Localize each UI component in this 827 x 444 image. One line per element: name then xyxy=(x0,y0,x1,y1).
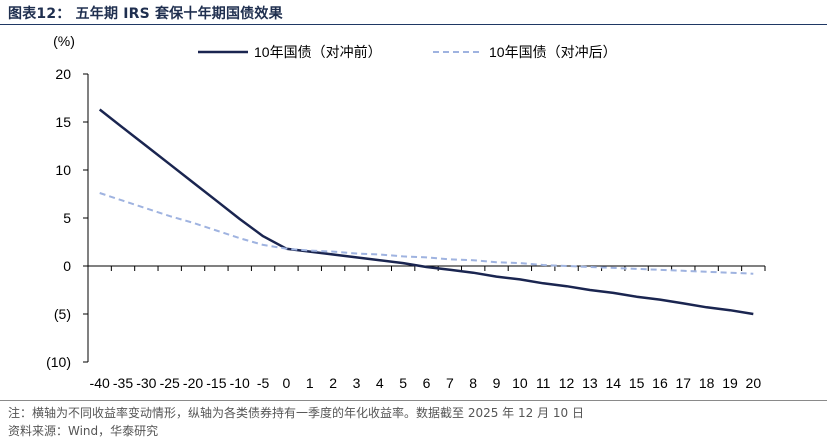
x-tick-label: 15 xyxy=(629,375,645,391)
x-tick-label: 13 xyxy=(582,375,598,391)
y-tick-label: (10) xyxy=(46,354,71,370)
x-tick-label: 6 xyxy=(423,375,431,391)
x-tick-label: 0 xyxy=(283,375,291,391)
x-tick-label: -40 xyxy=(90,375,110,391)
x-tick-label: 17 xyxy=(676,375,692,391)
y-tick-label: 20 xyxy=(55,66,71,82)
x-tick-label: 7 xyxy=(446,375,454,391)
series-line-unhedged xyxy=(98,108,754,316)
y-tick-label: 15 xyxy=(55,114,71,130)
legend-label-unhedged: 10年国债（对冲前） xyxy=(254,44,382,60)
chart-source: 资料来源：Wind，华泰研究 xyxy=(8,424,159,438)
y-axis-unit-label: (%) xyxy=(53,33,75,49)
line-chart: 10年国债（对冲前） 10年国债（对冲后） (%) 20151050(5)(10… xyxy=(46,33,766,391)
x-tick-label: -25 xyxy=(160,375,180,391)
x-tick-label: 2 xyxy=(329,375,337,391)
y-tick-label: 0 xyxy=(63,258,71,274)
x-tick-label: 9 xyxy=(493,375,501,391)
x-tick-label: 3 xyxy=(353,375,361,391)
x-tick-label: 4 xyxy=(376,375,384,391)
x-tick-label: 12 xyxy=(559,375,575,391)
legend: 10年国债（对冲前） 10年国债（对冲后） xyxy=(198,44,617,60)
x-tick-label: -15 xyxy=(206,375,226,391)
x-tick-label: -5 xyxy=(257,375,270,391)
series-lines xyxy=(98,108,754,316)
title-divider xyxy=(0,24,827,25)
x-tick-label: -30 xyxy=(136,375,156,391)
x-tick-label: 11 xyxy=(536,375,551,391)
x-tick-label: 1 xyxy=(306,375,314,391)
footer-divider xyxy=(0,400,827,401)
chart-title: 图表12： 五年期 IRS 套保十年期国债效果 xyxy=(8,6,283,22)
y-tick-label: 10 xyxy=(55,162,71,178)
x-tick-label: 19 xyxy=(722,375,738,391)
x-tick-label: 8 xyxy=(469,375,477,391)
y-tick-label: (5) xyxy=(54,306,71,322)
x-tick-label: -20 xyxy=(183,375,203,391)
series-line-hedged xyxy=(99,192,754,275)
x-tick-label: 5 xyxy=(399,375,407,391)
legend-label-hedged: 10年国债（对冲后） xyxy=(489,44,617,60)
x-tick-label: 16 xyxy=(652,375,668,391)
x-tick-label: 14 xyxy=(605,375,621,391)
x-tick-label: -10 xyxy=(230,375,250,391)
x-tick-label: 20 xyxy=(746,375,762,391)
x-tick-label: 18 xyxy=(699,375,715,391)
chart-note: 注：横轴为不同收益率变动情形，纵轴为各类债券持有一季度的年化收益率。数据截至 2… xyxy=(8,406,584,420)
x-tick-label: -35 xyxy=(113,375,133,391)
x-tick-label: 10 xyxy=(512,375,528,391)
y-tick-label: 5 xyxy=(63,210,71,226)
